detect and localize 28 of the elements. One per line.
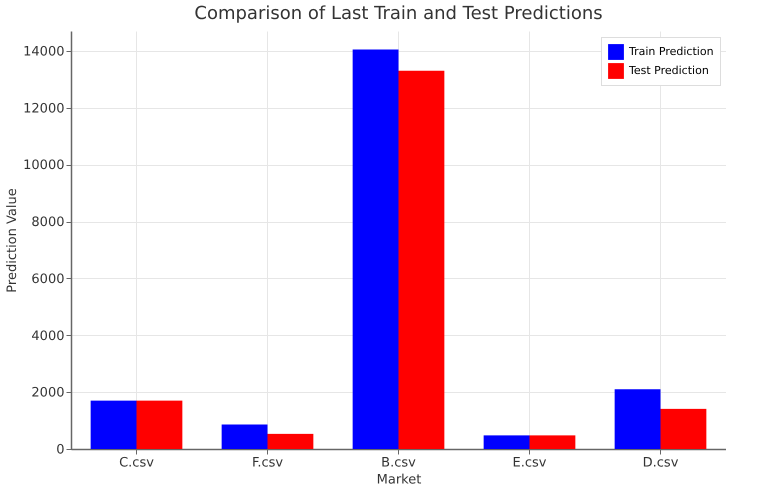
bar — [352, 49, 398, 449]
bar — [222, 424, 268, 449]
chart-title: Comparison of Last Train and Test Predictions — [194, 3, 603, 24]
bar — [660, 408, 706, 449]
x-tick-label: B.csv — [381, 456, 416, 470]
bar — [484, 435, 530, 449]
x-tick-label: D.csv — [642, 456, 679, 470]
y-tick-label: 12000 — [23, 101, 64, 116]
bar — [398, 70, 444, 449]
legend-label: Train Prediction — [628, 45, 714, 58]
bar — [614, 389, 660, 449]
legend-label: Test Prediction — [628, 64, 709, 77]
y-tick-label: 0 — [56, 442, 64, 458]
y-tick-label: 10000 — [23, 158, 64, 174]
bar — [268, 434, 314, 449]
y-tick-label: 14000 — [23, 44, 64, 60]
x-axis-title: Market — [376, 472, 422, 488]
y-tick-label: 6000 — [31, 272, 64, 287]
y-tick-label: 8000 — [31, 215, 64, 230]
y-tick-label: 4000 — [31, 328, 64, 344]
bar — [136, 400, 182, 449]
y-tick-label: 2000 — [31, 386, 64, 401]
x-tick-label: C.csv — [119, 456, 154, 470]
bar — [90, 400, 136, 449]
y-axis-title: Prediction Value — [5, 188, 20, 293]
bar — [530, 435, 576, 449]
x-tick-label: E.csv — [512, 456, 547, 470]
x-tick-label: F.csv — [252, 456, 284, 470]
